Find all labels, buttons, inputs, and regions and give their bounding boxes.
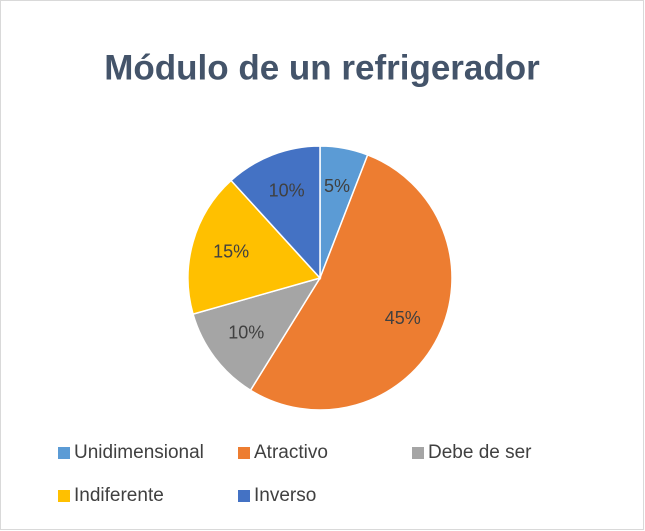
legend-label: Inverso: [254, 485, 316, 506]
data-label: 10%: [269, 181, 305, 201]
data-label: 15%: [213, 241, 249, 261]
data-label: 5%: [324, 176, 350, 196]
chart-title: Módulo de un refrigerador: [104, 48, 540, 87]
data-label: 45%: [385, 308, 421, 328]
legend-swatch: [412, 447, 424, 459]
legend-label: Atractivo: [254, 442, 328, 463]
pie-slice: [249, 153, 453, 411]
legend-label: Indiferente: [74, 485, 164, 506]
legend-swatch: [238, 447, 250, 459]
pie-slice: [187, 179, 322, 316]
legend-swatch: [238, 490, 250, 502]
data-label: 10%: [228, 322, 264, 342]
legend-swatch: [58, 490, 70, 502]
pie-slice: [230, 145, 321, 280]
pie-slice: [192, 276, 322, 392]
legend-swatch: [58, 447, 70, 459]
legend-label: Unidimensional: [74, 442, 204, 463]
legend-label: Debe de ser: [428, 442, 532, 463]
